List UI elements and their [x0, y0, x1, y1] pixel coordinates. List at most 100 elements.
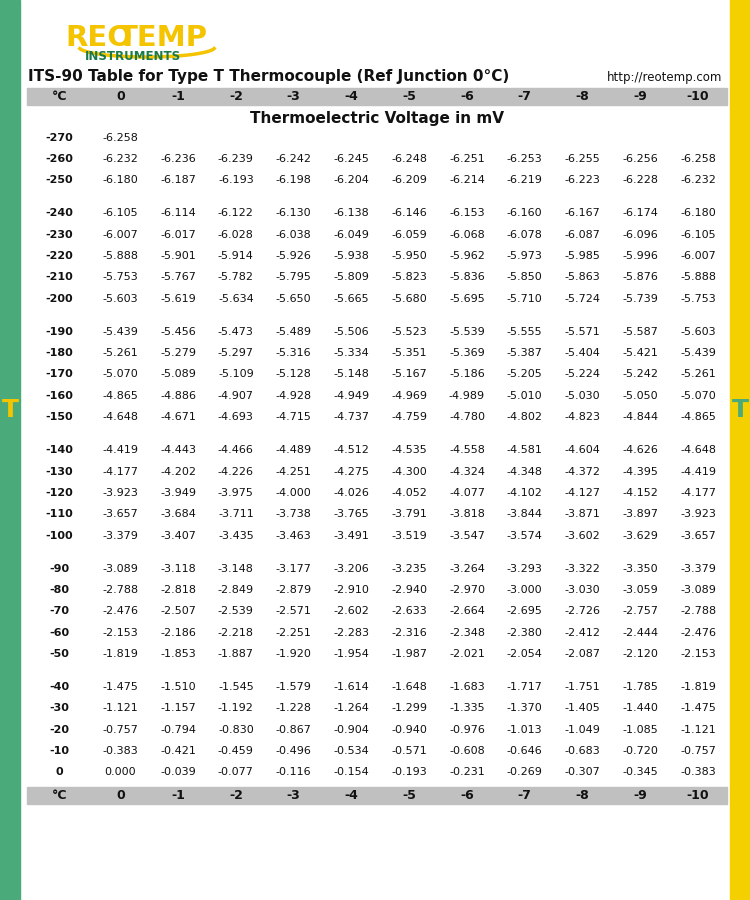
Text: -1.085: -1.085 — [622, 724, 658, 734]
Text: -5.863: -5.863 — [565, 273, 601, 283]
Text: -5.665: -5.665 — [334, 293, 369, 303]
Text: -6.153: -6.153 — [449, 209, 484, 219]
Text: -6.122: -6.122 — [218, 209, 254, 219]
Text: -1.370: -1.370 — [507, 703, 543, 714]
Text: -60: -60 — [50, 627, 69, 637]
Text: -270: -270 — [45, 132, 73, 143]
Text: °C: °C — [52, 789, 67, 802]
Text: -260: -260 — [45, 154, 74, 164]
Text: -5.996: -5.996 — [622, 251, 658, 261]
Text: -110: -110 — [45, 509, 73, 519]
Text: -5.506: -5.506 — [334, 327, 369, 337]
Text: -170: -170 — [45, 370, 73, 380]
Text: -2.218: -2.218 — [217, 627, 254, 637]
Text: -5.710: -5.710 — [507, 293, 543, 303]
Text: -5.876: -5.876 — [622, 273, 658, 283]
Text: -3.293: -3.293 — [507, 563, 543, 573]
Text: -6.232: -6.232 — [102, 154, 138, 164]
Text: -0.193: -0.193 — [392, 768, 427, 778]
Text: REO: REO — [65, 24, 132, 52]
Text: -3.030: -3.030 — [565, 585, 600, 595]
Text: -2.021: -2.021 — [449, 649, 485, 659]
Text: -5.297: -5.297 — [217, 348, 254, 358]
Text: -4.989: -4.989 — [449, 391, 485, 401]
Text: -5.603: -5.603 — [680, 327, 716, 337]
Text: -3.574: -3.574 — [507, 530, 543, 541]
Text: -3.089: -3.089 — [102, 563, 138, 573]
Text: -2.054: -2.054 — [507, 649, 543, 659]
Text: -1.299: -1.299 — [392, 703, 427, 714]
Text: -5.351: -5.351 — [392, 348, 427, 358]
Text: -1.335: -1.335 — [449, 703, 484, 714]
Text: -4.466: -4.466 — [218, 446, 254, 455]
Text: -5.387: -5.387 — [507, 348, 543, 358]
Text: -200: -200 — [46, 293, 73, 303]
Text: -90: -90 — [50, 563, 69, 573]
Text: -0.608: -0.608 — [449, 746, 484, 756]
Text: -4.648: -4.648 — [680, 446, 716, 455]
Text: -5.128: -5.128 — [276, 370, 311, 380]
Text: -5.680: -5.680 — [392, 293, 427, 303]
Bar — [27, 787, 727, 804]
Text: -4.177: -4.177 — [680, 488, 716, 498]
Text: -2: -2 — [229, 90, 243, 103]
Text: -6.078: -6.078 — [507, 230, 543, 239]
Text: -150: -150 — [46, 412, 73, 422]
Text: -0.421: -0.421 — [160, 746, 196, 756]
Text: -6.223: -6.223 — [565, 176, 601, 185]
Text: -2.380: -2.380 — [507, 627, 543, 637]
Text: -4.419: -4.419 — [102, 446, 138, 455]
Text: -20: -20 — [50, 724, 69, 734]
Text: -5.186: -5.186 — [449, 370, 484, 380]
Text: -120: -120 — [45, 488, 73, 498]
Text: -6.242: -6.242 — [276, 154, 312, 164]
Text: -0.794: -0.794 — [160, 724, 196, 734]
Text: -0.116: -0.116 — [276, 768, 311, 778]
Text: -2.695: -2.695 — [507, 607, 543, 616]
Text: -2.476: -2.476 — [102, 607, 138, 616]
Text: -5.070: -5.070 — [103, 370, 138, 380]
Text: -3.871: -3.871 — [565, 509, 601, 519]
Text: -4.558: -4.558 — [449, 446, 485, 455]
Text: -5.279: -5.279 — [160, 348, 196, 358]
Text: -4.780: -4.780 — [449, 412, 485, 422]
Text: -4.419: -4.419 — [680, 466, 716, 476]
Text: -1.614: -1.614 — [334, 682, 369, 692]
Text: -0.976: -0.976 — [449, 724, 485, 734]
Text: -3.975: -3.975 — [218, 488, 254, 498]
Text: -3.379: -3.379 — [680, 563, 716, 573]
Text: -9: -9 — [634, 789, 647, 802]
Text: -4.928: -4.928 — [275, 391, 312, 401]
Text: -7: -7 — [518, 90, 532, 103]
Text: -2.251: -2.251 — [276, 627, 311, 637]
Text: -4.152: -4.152 — [622, 488, 658, 498]
Text: -6.253: -6.253 — [507, 154, 543, 164]
Text: -0.757: -0.757 — [680, 746, 716, 756]
Text: 0: 0 — [116, 789, 124, 802]
Text: -6.258: -6.258 — [102, 132, 138, 143]
Text: -1.405: -1.405 — [565, 703, 601, 714]
Text: -5.089: -5.089 — [160, 370, 196, 380]
Text: -6.114: -6.114 — [160, 209, 196, 219]
Text: -4.693: -4.693 — [218, 412, 254, 422]
Text: -5.795: -5.795 — [276, 273, 311, 283]
Text: -5.050: -5.050 — [622, 391, 658, 401]
Text: -1.819: -1.819 — [102, 649, 138, 659]
Text: http://reotemp.com: http://reotemp.com — [607, 70, 722, 84]
Text: 0.000: 0.000 — [104, 768, 136, 778]
Text: -5.421: -5.421 — [622, 348, 658, 358]
Text: -2.602: -2.602 — [334, 607, 369, 616]
Text: -3.923: -3.923 — [680, 509, 716, 519]
Text: -6.251: -6.251 — [449, 154, 484, 164]
Text: -6.258: -6.258 — [680, 154, 716, 164]
Text: -0.534: -0.534 — [334, 746, 369, 756]
Text: -5.523: -5.523 — [392, 327, 427, 337]
Text: -3.407: -3.407 — [160, 530, 196, 541]
Text: -10: -10 — [687, 90, 709, 103]
Text: -3.657: -3.657 — [680, 530, 716, 541]
Text: -2.818: -2.818 — [160, 585, 196, 595]
Text: -1.853: -1.853 — [160, 649, 196, 659]
Text: -3: -3 — [286, 789, 301, 802]
Text: -5.334: -5.334 — [334, 348, 369, 358]
Text: -6.146: -6.146 — [392, 209, 427, 219]
